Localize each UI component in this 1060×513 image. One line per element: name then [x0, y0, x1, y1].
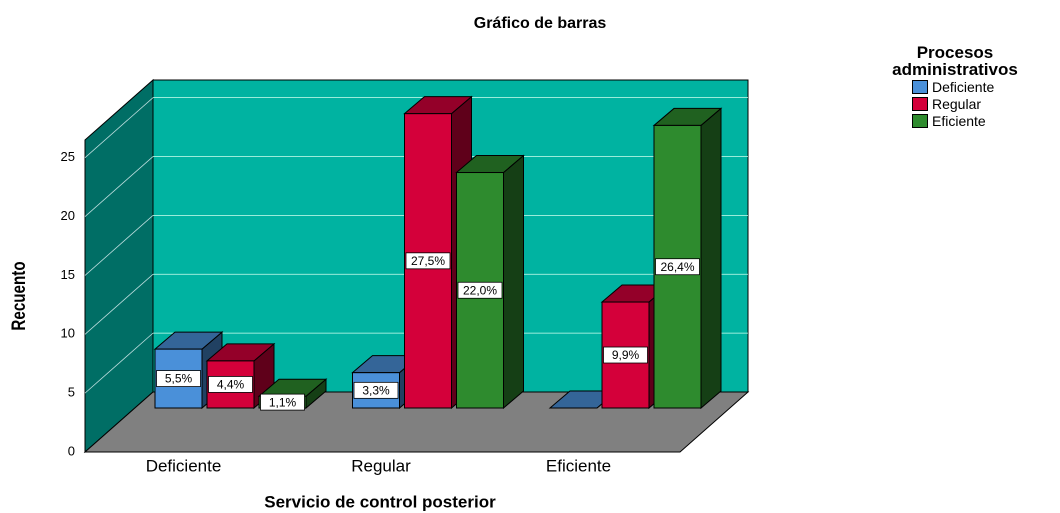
- x-tick-label: Deficiente: [146, 456, 222, 475]
- value-label-box: [603, 346, 648, 364]
- grid-line: [84, 332, 154, 394]
- chart-title: Gráfico de barras: [474, 15, 607, 32]
- legend-swatch: [912, 113, 928, 128]
- bar-side: [700, 107, 722, 410]
- legend-swatch: [912, 79, 928, 94]
- y-tick-label: 25: [61, 149, 75, 164]
- y-tick-label: 15: [61, 267, 75, 282]
- y-axis-label: Recuento: [7, 261, 29, 330]
- value-label-box: [457, 281, 503, 299]
- value-label: 5,5%: [165, 372, 193, 386]
- grid-line: [84, 156, 154, 217]
- legend-label: Regular: [932, 95, 982, 112]
- value-label: 26,4%: [660, 260, 694, 274]
- x-tick-label: Eficiente: [546, 456, 611, 475]
- value-label-box: [353, 381, 399, 399]
- y-tick-label: 5: [68, 385, 75, 400]
- legend: Procesos administrativos Deficiente Regul…: [870, 44, 1060, 129]
- value-label-box: [156, 370, 201, 387]
- value-label: 3,3%: [362, 384, 390, 398]
- y-tick-label: 20: [61, 208, 75, 223]
- grid-line: [84, 215, 154, 276]
- value-label-box: [655, 258, 700, 276]
- value-label: 4,4%: [217, 378, 245, 392]
- value-label-box: [405, 252, 451, 270]
- x-axis-label: Servicio de control posterior: [264, 492, 496, 511]
- legend-title: Procesos administrativos: [892, 43, 1018, 79]
- legend-item: Deficiente: [912, 78, 1060, 95]
- y-tick-label: 0: [68, 443, 75, 458]
- y-tick-label: 10: [61, 326, 75, 341]
- legend-item: Eficiente: [912, 112, 1060, 129]
- bar-side: [503, 154, 524, 410]
- x-tick-label: Regular: [351, 456, 411, 475]
- bar: [652, 107, 723, 410]
- value-label: 1,1%: [269, 395, 297, 409]
- bar: [455, 154, 525, 410]
- grid-line: [84, 97, 154, 158]
- grid-line: [84, 273, 154, 335]
- legend-item: Regular: [912, 95, 1060, 112]
- value-label-box: [208, 376, 253, 393]
- legend-label: Deficiente: [932, 78, 995, 95]
- value-label: 27,5%: [411, 254, 445, 268]
- value-label: 22,0%: [463, 283, 497, 297]
- legend-swatch: [912, 96, 928, 111]
- value-label-box: [260, 393, 305, 411]
- value-label: 9,9%: [612, 348, 640, 362]
- legend-label: Eficiente: [932, 112, 986, 129]
